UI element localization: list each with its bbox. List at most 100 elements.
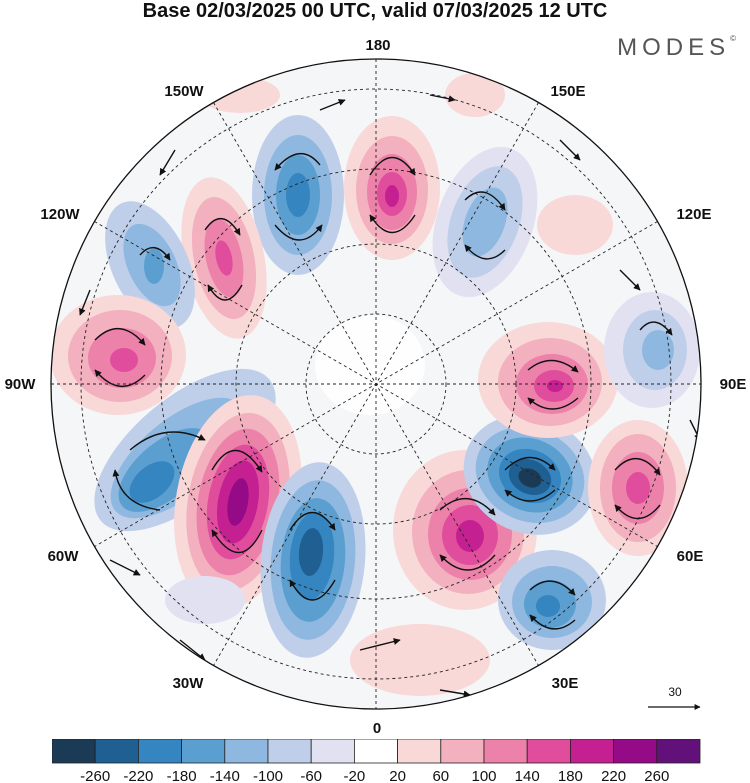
brand-mark: © <box>730 34 736 43</box>
anomaly-pos-hudson-west <box>51 295 186 415</box>
lon-label-120e: 120E <box>676 206 711 223</box>
streamline <box>159 149 176 176</box>
colorbar-swatch <box>353 739 398 764</box>
streamline <box>559 139 581 161</box>
colorbar-tick-label: -100 <box>253 768 283 783</box>
streamline <box>599 619 621 641</box>
streamline <box>527 359 579 373</box>
colorbar-swatch <box>656 739 701 764</box>
streamlines <box>79 94 701 698</box>
graticule <box>51 59 701 709</box>
modes-logo: MODES© <box>617 34 736 62</box>
streamline <box>639 321 673 336</box>
streamline <box>289 579 336 601</box>
colorbar-swatch <box>613 739 658 764</box>
streamline <box>359 638 401 651</box>
streamline <box>94 369 146 388</box>
colorbar-swatch <box>570 739 615 764</box>
lon-label-120w: 120W <box>40 206 80 223</box>
anomaly-pos-central-siberia <box>478 322 618 438</box>
streamline <box>619 269 641 291</box>
anomaly-pos-central-pacific <box>344 116 440 260</box>
colorbar-swatch <box>310 739 355 764</box>
lon-label-30w: 30W <box>173 675 205 692</box>
colorbar: -260 -220 -180 -140 -100 -60 -20 20 60 100 140 180 2… <box>52 739 701 783</box>
streamline <box>211 529 263 554</box>
streamline <box>289 512 336 531</box>
meridian-120 <box>94 221 658 547</box>
streamline <box>504 456 556 471</box>
colorbar-tick-label: 60 <box>432 768 449 783</box>
lon-label-30e: 30E <box>552 675 579 692</box>
colorbar-swatch <box>181 739 226 764</box>
map-title: Base 02/03/2025 00 UTC, valid 07/03/2025… <box>142 0 608 22</box>
streamline <box>139 247 171 261</box>
colorbar-tick-label: -20 <box>344 768 366 783</box>
streamline <box>207 284 243 301</box>
reference-vector: 30 <box>648 685 701 710</box>
lon-label-150e: 150E <box>550 83 585 100</box>
lon-label-150w: 150W <box>164 83 204 100</box>
streamline <box>204 218 241 236</box>
colorbar-tick-label: -60 <box>300 768 322 783</box>
colorbar-tick-label: -140 <box>210 768 240 783</box>
reference-vector-label: 30 <box>668 685 682 699</box>
colorbar-swatch <box>526 739 571 764</box>
lon-label-0: 0 <box>373 720 381 735</box>
colorbar-tick-label: 140 <box>515 768 540 783</box>
anomaly-neg-pacific-150w <box>252 115 344 275</box>
colorbar-swatch <box>440 739 485 764</box>
anomaly-pos-central-asia <box>588 420 688 556</box>
colorbar-tick-label: 180 <box>558 768 583 783</box>
streamline <box>464 244 506 260</box>
streamline <box>109 559 141 576</box>
parallel-80 <box>305 313 447 455</box>
colorbar-tick-label: 220 <box>601 768 626 783</box>
lon-label-60e: 60E <box>677 548 704 565</box>
anomaly-neg-mediterranean-east <box>498 550 606 650</box>
colorbar-swatch <box>224 739 269 764</box>
streamline <box>614 458 661 476</box>
anomaly-neg-east-siberia-90e <box>604 292 700 408</box>
streamline <box>439 689 471 698</box>
colorbar-tick-label: 20 <box>389 768 406 783</box>
polar-map: 180 150E 120E 90E 60E 30E 0 30W 60W 90W … <box>5 37 747 735</box>
lon-label-180: 180 <box>365 37 390 54</box>
anomaly-field <box>51 59 701 709</box>
parallel-60 <box>160 168 592 600</box>
pole-region <box>315 315 425 415</box>
colorbar-swatch <box>52 739 96 764</box>
streamline <box>112 469 161 511</box>
streamline <box>319 99 346 111</box>
streamline <box>369 214 416 233</box>
streamline <box>274 153 321 171</box>
lon-label-90w: 90W <box>5 376 37 393</box>
streamline <box>529 614 576 630</box>
parallel-70 <box>235 243 517 525</box>
lon-label-60w: 60W <box>48 548 80 565</box>
colorbar-tick-label: -180 <box>167 768 197 783</box>
colorbar-tick-label: 260 <box>644 768 669 783</box>
streamline <box>94 327 146 346</box>
colorbar-swatch <box>397 739 442 764</box>
colorbar-swatch <box>138 739 183 764</box>
streamline <box>439 554 496 571</box>
colorbar-tick-label: -260 <box>80 768 110 783</box>
streamline <box>274 224 323 241</box>
streamline <box>504 489 556 502</box>
anomaly-pos-alaska-bering <box>181 177 267 339</box>
colorbar-ticks: -260 -220 -180 -140 -100 -60 -20 20 60 100 140 180 2… <box>80 768 669 783</box>
brand-name: MODES <box>617 34 731 61</box>
colorbar-swatch <box>267 739 312 764</box>
colorbar-tick-label: 100 <box>471 768 496 783</box>
streamline <box>439 497 496 516</box>
colorbar-swatch <box>483 739 528 764</box>
colorbar-swatches <box>52 739 701 764</box>
map-border <box>50 58 702 710</box>
lon-label-90e: 90E <box>720 376 747 393</box>
streamline <box>529 580 576 596</box>
streamline <box>179 639 206 661</box>
colorbar-swatch <box>94 739 139 764</box>
streamline <box>527 397 579 410</box>
streamline <box>79 289 91 316</box>
